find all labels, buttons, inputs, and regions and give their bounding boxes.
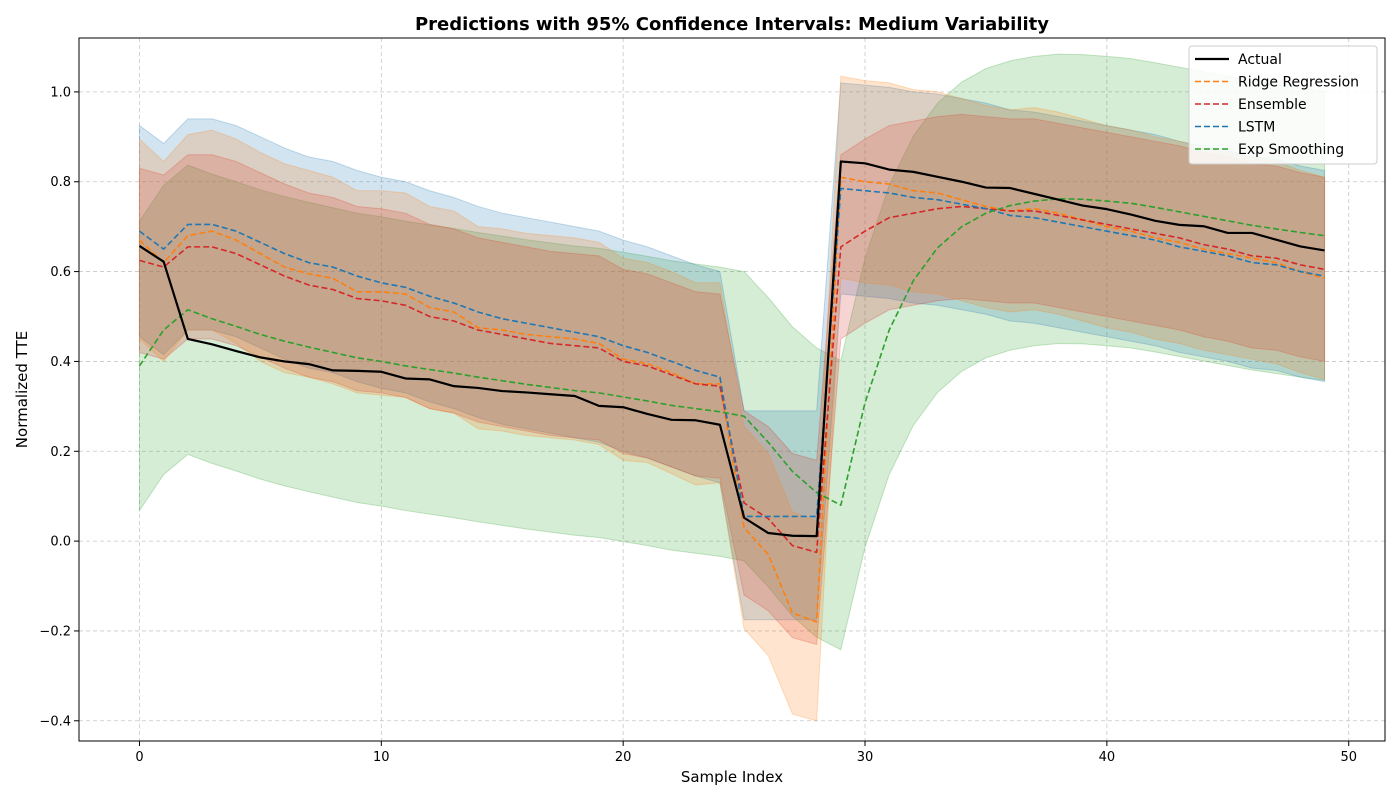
actual-line (138, 160, 1325, 538)
x-axis-label: Sample Index (681, 768, 783, 786)
x-tick-label: 30 (857, 750, 874, 765)
plot-frame (78, 37, 1386, 742)
y-tick-label: 0.6 (50, 265, 71, 280)
chart-title: Predictions with 95% Confidence Interval… (415, 14, 1049, 35)
legend-box (1188, 45, 1378, 165)
y-axis-label: Normalized TTE (13, 331, 31, 448)
axis-ticks: 0 10 20 30 40 50 −0.4 −0.2 0.0 0.2 0.4 0.6 0.8 1.0 (39, 85, 1357, 765)
x-tick-label: 40 (1099, 750, 1116, 765)
ridge-regression-confidence-band (138, 75, 1326, 722)
legend-label: Ridge Regression (1238, 75, 1359, 91)
x-tick-label: 20 (615, 750, 632, 765)
y-tick-label: 0.8 (50, 175, 71, 190)
legend-label: Exp Smoothing (1238, 142, 1344, 158)
x-tick-label: 50 (1340, 750, 1357, 765)
lstm-line (138, 187, 1325, 518)
exp-smoothing-line (138, 198, 1325, 506)
legend-label: LSTM (1238, 120, 1275, 136)
ridge-regression-line (138, 176, 1325, 623)
x-tick-label: 0 (135, 750, 143, 765)
legend: Actual Ridge Regression Ensemble LSTM Exp Sm… (1188, 45, 1378, 165)
exp-smoothing-confidence-band (138, 53, 1326, 651)
y-tick-label: 0.0 (50, 535, 71, 550)
ensemble-confidence-band (138, 113, 1326, 646)
series-lines (138, 160, 1325, 623)
y-tick-label: 0.2 (50, 445, 71, 460)
y-tick-label: 1.0 (50, 85, 71, 100)
y-tick-label: 0.4 (50, 355, 71, 370)
legend-label: Actual (1238, 52, 1282, 68)
y-tick-label: −0.2 (39, 624, 71, 639)
legend-label: Ensemble (1238, 97, 1307, 113)
grid (79, 38, 1385, 741)
y-tick-label: −0.4 (39, 714, 71, 729)
x-tick-label: 10 (373, 750, 390, 765)
